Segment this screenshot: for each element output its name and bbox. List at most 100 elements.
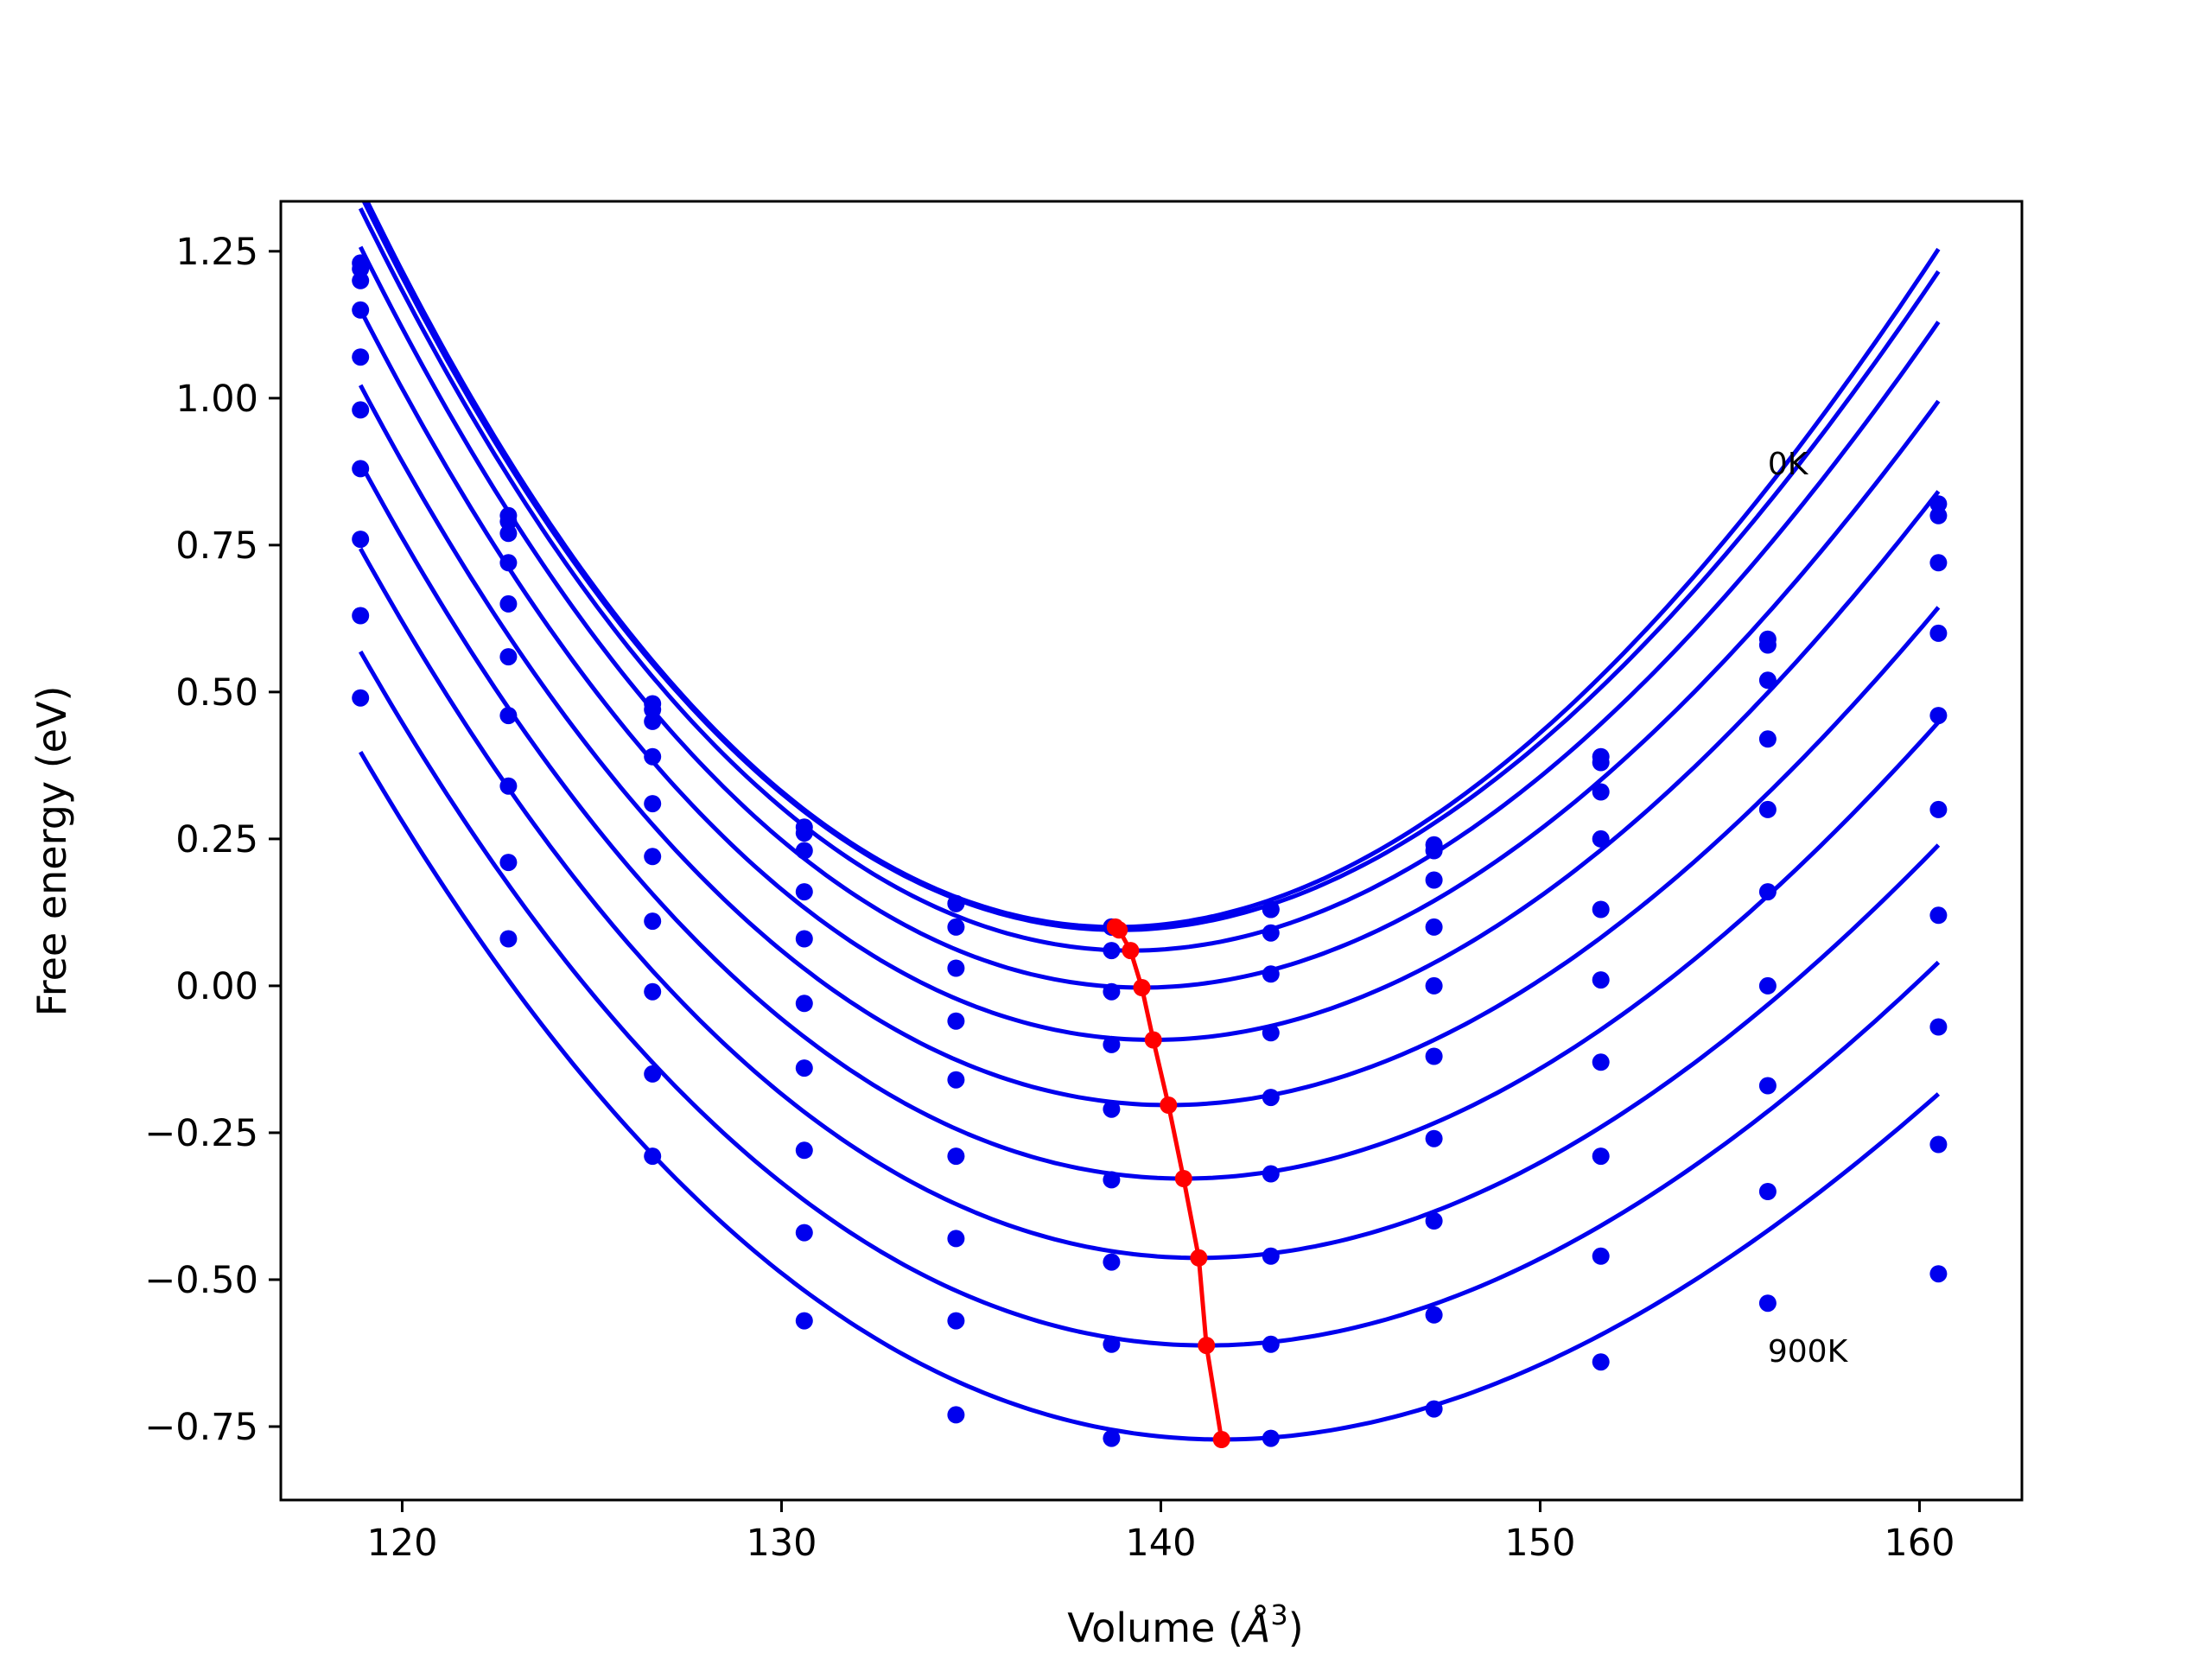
data-point-s3-2 (499, 524, 518, 543)
data-point-s5-8 (1425, 976, 1443, 995)
x-tick-label-130: 130 (746, 1522, 817, 1565)
x-tick-label-150: 150 (1504, 1522, 1575, 1565)
data-point-s7-1 (352, 460, 370, 478)
data-point-s9-2 (499, 854, 518, 872)
fit-curve-8 (359, 547, 1941, 1261)
y-tick-label-8: −0.75 (144, 1406, 258, 1449)
y-tick-label-7: −0.50 (144, 1259, 258, 1302)
data-point-s5-7 (1262, 1024, 1280, 1042)
x-tick-label-160: 160 (1884, 1522, 1955, 1565)
data-point-s7-3 (644, 912, 662, 931)
data-point-s3-4 (795, 842, 813, 860)
minimum-point-2 (1110, 921, 1128, 939)
data-point-s9-3 (644, 1065, 662, 1083)
data-point-s6-8 (1425, 1047, 1443, 1065)
data-point-s5-11 (1929, 707, 1948, 725)
minima-series (1106, 918, 1230, 1448)
data-point-s10-8 (1425, 1400, 1443, 1418)
data-point-s9-10 (1758, 1183, 1777, 1200)
data-point-s4-11 (1929, 624, 1948, 642)
data-point-s9-8 (1425, 1306, 1443, 1324)
data-point-s2-9 (1592, 753, 1610, 772)
minimum-point-10 (1212, 1431, 1230, 1448)
x-axis-label: Volume (Å3) (1067, 1599, 1303, 1651)
data-point-s5-6 (1103, 1035, 1121, 1053)
data-point-s5-5 (947, 1012, 965, 1030)
x-tick-label-120: 120 (366, 1522, 437, 1565)
data-point-s9-11 (1929, 1135, 1948, 1154)
y-tick-label-3: 0.50 (175, 671, 258, 715)
y-axis-label: Free energy (eV) (29, 686, 75, 1017)
data-point-s7-6 (1103, 1171, 1121, 1189)
data-point-s8-7 (1262, 1247, 1280, 1265)
data-point-s10-7 (1262, 1429, 1280, 1447)
data-point-s2-4 (795, 824, 813, 842)
data-point-s6-1 (352, 401, 370, 419)
data-point-s9-9 (1592, 1247, 1610, 1265)
data-point-s5-10 (1758, 800, 1777, 818)
y-tick-label-0: 1.25 (175, 231, 258, 274)
data-point-s10-4 (795, 1312, 813, 1330)
data-point-s7-11 (1929, 906, 1948, 925)
data-point-s10-6 (1103, 1429, 1121, 1447)
data-point-s4-2 (499, 554, 518, 572)
data-point-s4-5 (947, 959, 965, 977)
data-point-s4-3 (644, 747, 662, 766)
annotations: 0K 900K (1768, 447, 1849, 1370)
data-point-s9-1 (352, 607, 370, 625)
minimum-point-6 (1160, 1096, 1178, 1114)
data-point-s2-10 (1758, 636, 1777, 654)
data-point-s6-7 (1262, 1089, 1280, 1107)
data-point-s7-10 (1758, 976, 1777, 995)
minimum-point-4 (1133, 979, 1151, 996)
data-point-s9-7 (1262, 1335, 1280, 1353)
data-points (352, 254, 1948, 1447)
minima-line (1114, 925, 1224, 1440)
data-point-s2-5 (947, 894, 965, 912)
data-point-s4-6 (1103, 982, 1121, 1001)
data-point-s4-8 (1425, 918, 1443, 936)
data-point-s10-9 (1592, 1353, 1610, 1371)
data-point-s8-10 (1758, 1077, 1777, 1095)
data-point-s5-9 (1592, 900, 1610, 918)
data-point-s9-4 (795, 1224, 813, 1242)
y-tick-label-6: −0.25 (144, 1112, 258, 1155)
data-point-s4-1 (352, 301, 370, 319)
annotation-0k: 0K (1768, 447, 1809, 482)
fit-curve-7 (359, 461, 1941, 1181)
y-tick-label-5: 0.00 (175, 965, 258, 1008)
x-axis-label-text: Volume ( (1067, 1605, 1243, 1651)
data-point-s6-9 (1592, 971, 1610, 989)
data-point-s8-6 (1103, 1253, 1121, 1271)
y-tick-label-2: 0.75 (175, 524, 258, 568)
x-axis-ticks: 120 130 140 150 160 (366, 1500, 1955, 1565)
data-point-s10-3 (644, 1147, 662, 1166)
data-point-s6-3 (644, 848, 662, 866)
data-point-s3-8 (1425, 871, 1443, 889)
data-point-s3-10 (1758, 671, 1777, 690)
data-point-s7-7 (1262, 1165, 1280, 1183)
data-point-s3-5 (947, 918, 965, 936)
data-point-s3-7 (1262, 924, 1280, 942)
data-point-s2-2 (499, 512, 518, 531)
fit-curve-6 (358, 384, 1941, 1108)
data-point-s2-7 (1262, 900, 1280, 918)
fit-curve-9 (359, 650, 1941, 1348)
data-point-s7-9 (1592, 1053, 1610, 1071)
fit-curve-2 (361, 201, 1941, 932)
data-point-s2-8 (1425, 842, 1443, 860)
minimum-point-5 (1144, 1031, 1162, 1049)
minimum-point-3 (1122, 942, 1140, 960)
data-point-s7-5 (947, 1147, 965, 1166)
annotation-900k: 900K (1768, 1334, 1849, 1370)
data-point-s7-8 (1425, 1129, 1443, 1147)
data-point-s8-5 (947, 1230, 965, 1248)
data-point-s7-2 (499, 707, 518, 725)
data-point-s6-6 (1103, 1100, 1121, 1118)
y-tick-label-4: 0.25 (175, 818, 258, 861)
fit-curve-10 (359, 751, 1941, 1442)
data-point-s6-4 (795, 995, 813, 1013)
x-axis-label-exponent: 3 (1270, 1599, 1287, 1631)
